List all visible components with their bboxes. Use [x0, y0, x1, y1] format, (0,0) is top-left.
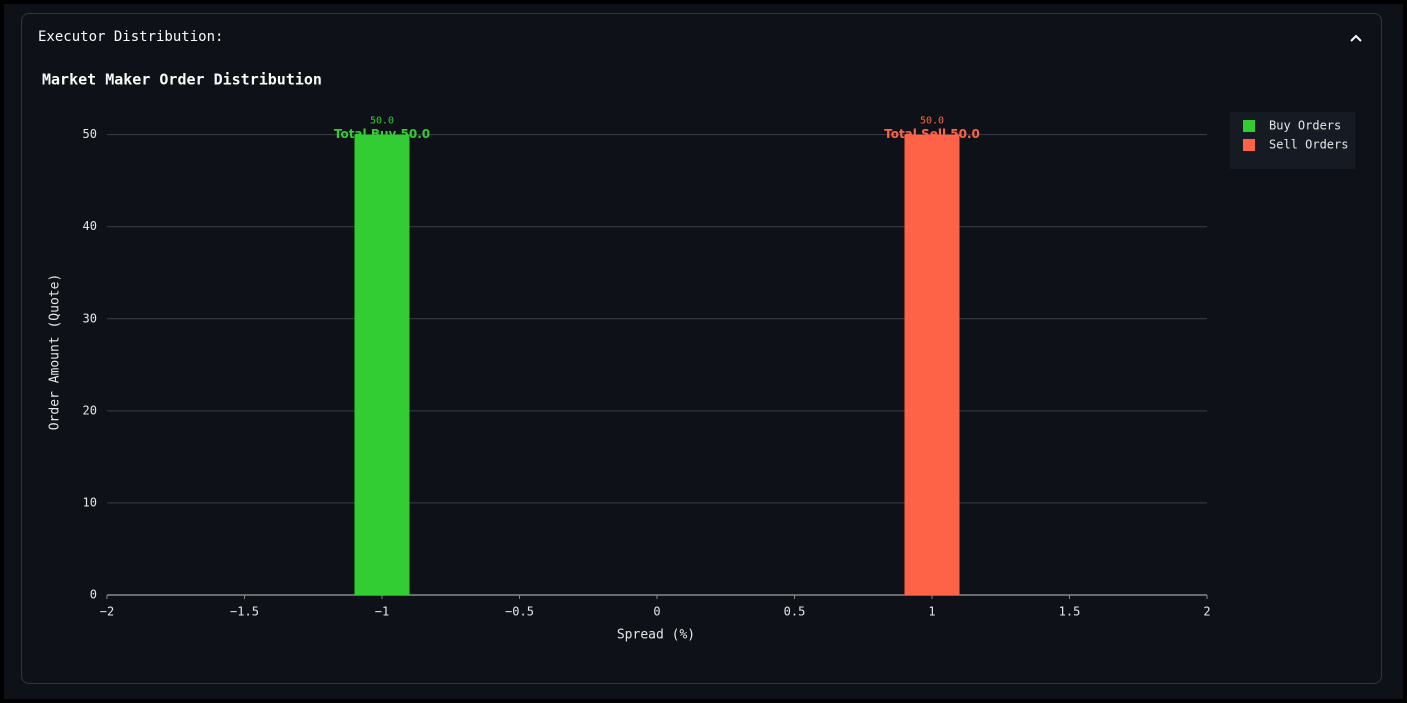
y-tick-label: 50: [83, 127, 97, 141]
x-tick-label: −1.5: [230, 605, 259, 619]
bar: [354, 134, 410, 595]
chart-title: Market Maker Order Distribution: [42, 71, 322, 89]
total-label: Total Sell 50.0: [884, 127, 980, 141]
x-tick-label: −2: [100, 605, 114, 619]
y-tick-label: 30: [83, 311, 97, 325]
y-tick-label: 40: [83, 219, 97, 233]
legend-label: Sell Orders: [1269, 138, 1348, 152]
bar: [904, 134, 960, 595]
x-tick-label: 0.5: [784, 605, 806, 619]
total-label: Total Buy 50.0: [334, 127, 430, 141]
collapse-icon[interactable]: [1349, 31, 1363, 45]
y-tick-label: 10: [83, 495, 97, 509]
legend-label: Buy Orders: [1269, 119, 1341, 133]
x-tick-label: −0.5: [505, 605, 534, 619]
chart: Market Maker Order Distribution Spread (…: [37, 62, 1367, 660]
y-axis-label: Order Amount (Quote): [48, 274, 63, 431]
x-tick-label: 0: [653, 605, 660, 619]
y-tick-label: 0: [90, 588, 97, 602]
expander-title[interactable]: Executor Distribution:: [38, 29, 224, 45]
expander[interactable]: Executor Distribution:: [21, 13, 1382, 684]
value-label: 50.0: [370, 116, 394, 127]
y-tick-label: 20: [83, 403, 97, 417]
x-tick-label: −1: [375, 605, 389, 619]
value-label: 50.0: [920, 116, 944, 127]
legend-swatch: [1243, 139, 1255, 151]
x-tick-label: 1: [928, 605, 935, 619]
x-axis-label: Spread (%): [617, 628, 695, 643]
x-tick-label: 2: [1203, 605, 1210, 619]
legend-swatch: [1243, 120, 1255, 132]
x-tick-label: 1.5: [1059, 605, 1081, 619]
